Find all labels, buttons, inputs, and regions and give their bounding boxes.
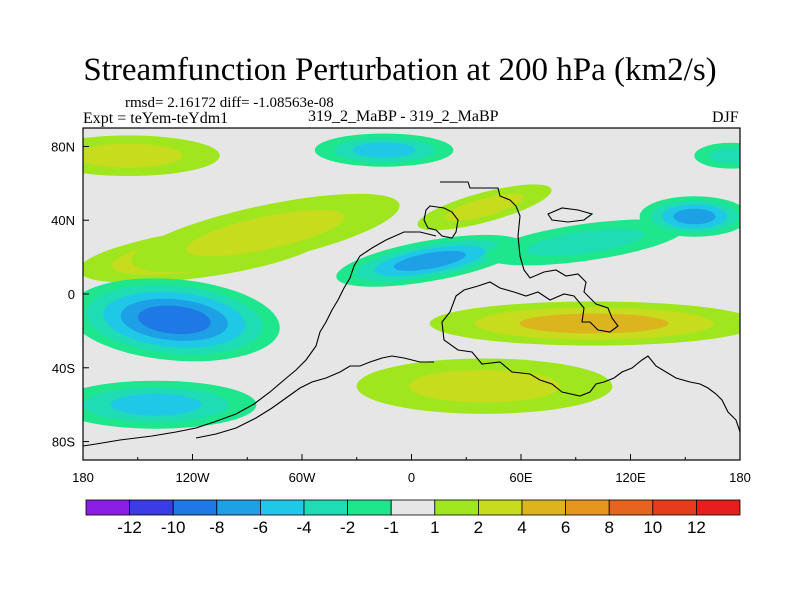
chart-title: Streamfunction Perturbation at 200 hPa (… [83,52,717,88]
experiment-label: Expt = teYem-teYdm1 [83,110,229,127]
x-axis: 180 120W 60W 0 60E 120E 180 [72,454,751,485]
field-south-pacific-low [83,278,280,362]
colorbar-label: 12 [687,518,706,537]
y-tick-label: 80N [51,139,75,154]
north-america-coastline [440,181,740,433]
colorbar-box [129,499,174,516]
contour-level-neg4 [110,393,202,416]
season-label: DJF [712,109,739,126]
x-tick-label: 60W [289,470,316,485]
colorbar-label: 6 [561,518,570,537]
colorbar-box [608,499,654,516]
contour-level-2 [409,369,560,403]
colorbar-box [259,499,305,516]
colorbar-label: -2 [340,518,355,537]
colorbar-box [347,499,392,516]
difference-label: 319_2_MaBP - 319_2_MaBP [308,108,499,125]
colorbar-label: 1 [430,518,439,537]
colorbar-box [696,499,741,516]
field-southern-ocean-high [356,358,613,414]
field-arctic-low [314,133,454,167]
contour-level-4 [519,313,669,334]
colorbar-box [565,499,610,516]
south-america-coastline [83,231,437,447]
colorbar: -12 -10 -8 -6 -4 -2 -1 1 2 4 6 8 10 12 [85,499,741,537]
colorbar-label: -10 [161,518,186,537]
contour-level-2 [444,193,525,221]
x-tick-label: 180 [72,470,94,485]
field-mid-latitude-high [417,184,552,231]
field-southern-high [429,301,740,346]
x-tick-label: 60E [509,470,532,485]
x-tick-label: 120E [615,470,646,485]
contour-level-neg8 [138,305,211,335]
eurasia-inner-coastline [423,205,459,239]
contour-level-neg6 [393,250,466,271]
contour-fields [83,133,740,429]
colorbar-box [652,499,697,516]
field-eurasian-low [336,234,524,287]
colorbar-label: -4 [296,518,311,537]
colorbar-box [390,499,436,516]
field-eurasian-low-extension [485,219,685,266]
y-tick-label: 0 [68,287,75,302]
colorbar-label: 2 [474,518,483,537]
coastline-outlines [83,181,740,447]
colorbar-label: 4 [517,518,526,537]
colorbar-box [521,499,566,516]
field-antarctic-low [83,380,257,429]
colorbar-box [303,499,348,516]
colorbar-label: -6 [253,518,268,537]
rmsd-stats: rmsd= 2.16172 diff= -1.08563e-08 [125,95,334,111]
colorbar-label: 10 [643,518,662,537]
colorbar-box [434,499,479,516]
x-tick-label: 120W [176,470,211,485]
contour-level-neg4 [352,142,416,158]
y-tick-label: 40S [52,361,75,376]
x-tick-label: 0 [408,470,415,485]
field-north-pacific-band [131,193,400,273]
x-tick-label: 180 [729,470,751,485]
colorbar-box [477,499,523,516]
field-east-asia-low [639,196,740,237]
contour-level-neg6 [673,208,716,225]
colorbar-box [216,499,261,516]
colorbar-box [85,499,130,516]
field-arctic-east-low [694,142,740,169]
colorbar-label: -8 [209,518,224,537]
y-tick-label: 80S [52,435,75,450]
arctic-islands [547,207,594,223]
colorbar-label: 8 [604,518,613,537]
contour-level-neg2 [709,148,740,164]
y-axis: 80N 40N 0 40S 80S [51,139,89,450]
y-tick-label: 40N [51,213,75,228]
contour-level-2 [186,209,345,257]
colorbar-label: -12 [117,518,142,537]
colorbar-label: -1 [384,518,399,537]
field-arctic-pacific-high [83,135,220,176]
contour-level-2 [83,143,183,168]
contour-level-neg2 [526,228,644,256]
colorbar-box [172,499,218,516]
antarctic-coastline [195,355,434,439]
